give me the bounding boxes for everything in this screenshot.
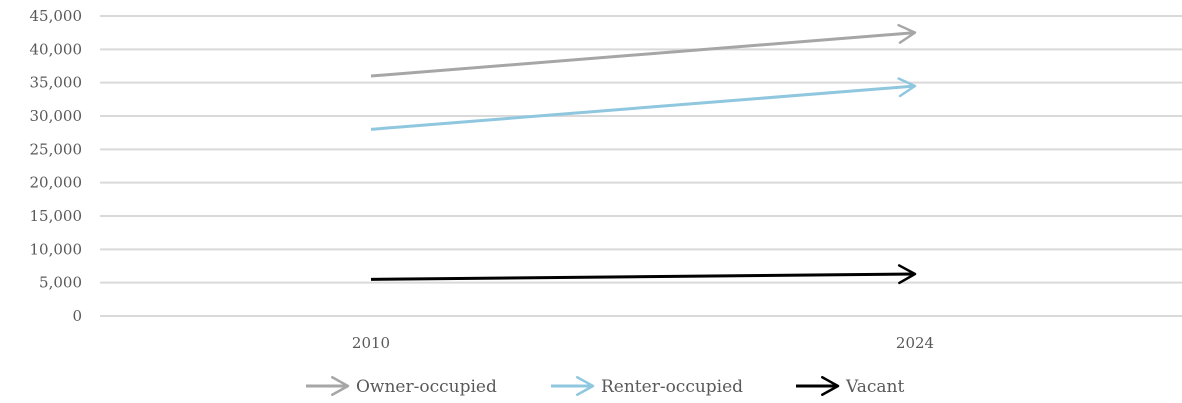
y-tick-label: 0 [72,307,82,325]
legend-label: Vacant [845,377,904,397]
y-tick-label: 25,000 [30,140,83,158]
y-tick-label: 40,000 [30,40,83,58]
series-line-vacant [370,264,917,285]
x-tick-label: 2010 [352,334,390,352]
y-tick-label: 45,000 [30,7,83,25]
series-line-renter-occupied [370,77,917,131]
y-tick-label: 5,000 [39,274,82,292]
x-tick-label: 2024 [896,334,934,352]
y-tick-label: 10,000 [30,240,83,258]
y-tick-label: 30,000 [30,107,83,125]
y-tick-label: 15,000 [30,207,83,225]
y-tick-label: 20,000 [30,174,83,192]
y-tick-label: 35,000 [30,74,83,92]
legend-label: Owner-occupied [356,377,497,397]
legend-label: Renter-occupied [601,377,743,397]
gridlines [100,15,1182,317]
series-lines [370,23,917,285]
series-line-owner-occupied [370,23,917,78]
y-axis-tick-labels: 0 5,000 10,000 15,000 20,000 25,000 30,000 35,0… [30,7,83,325]
x-axis-tick-labels: 2010 2024 [352,334,934,352]
legend: Owner-occupied Renter-occupied Vacant [306,376,904,397]
